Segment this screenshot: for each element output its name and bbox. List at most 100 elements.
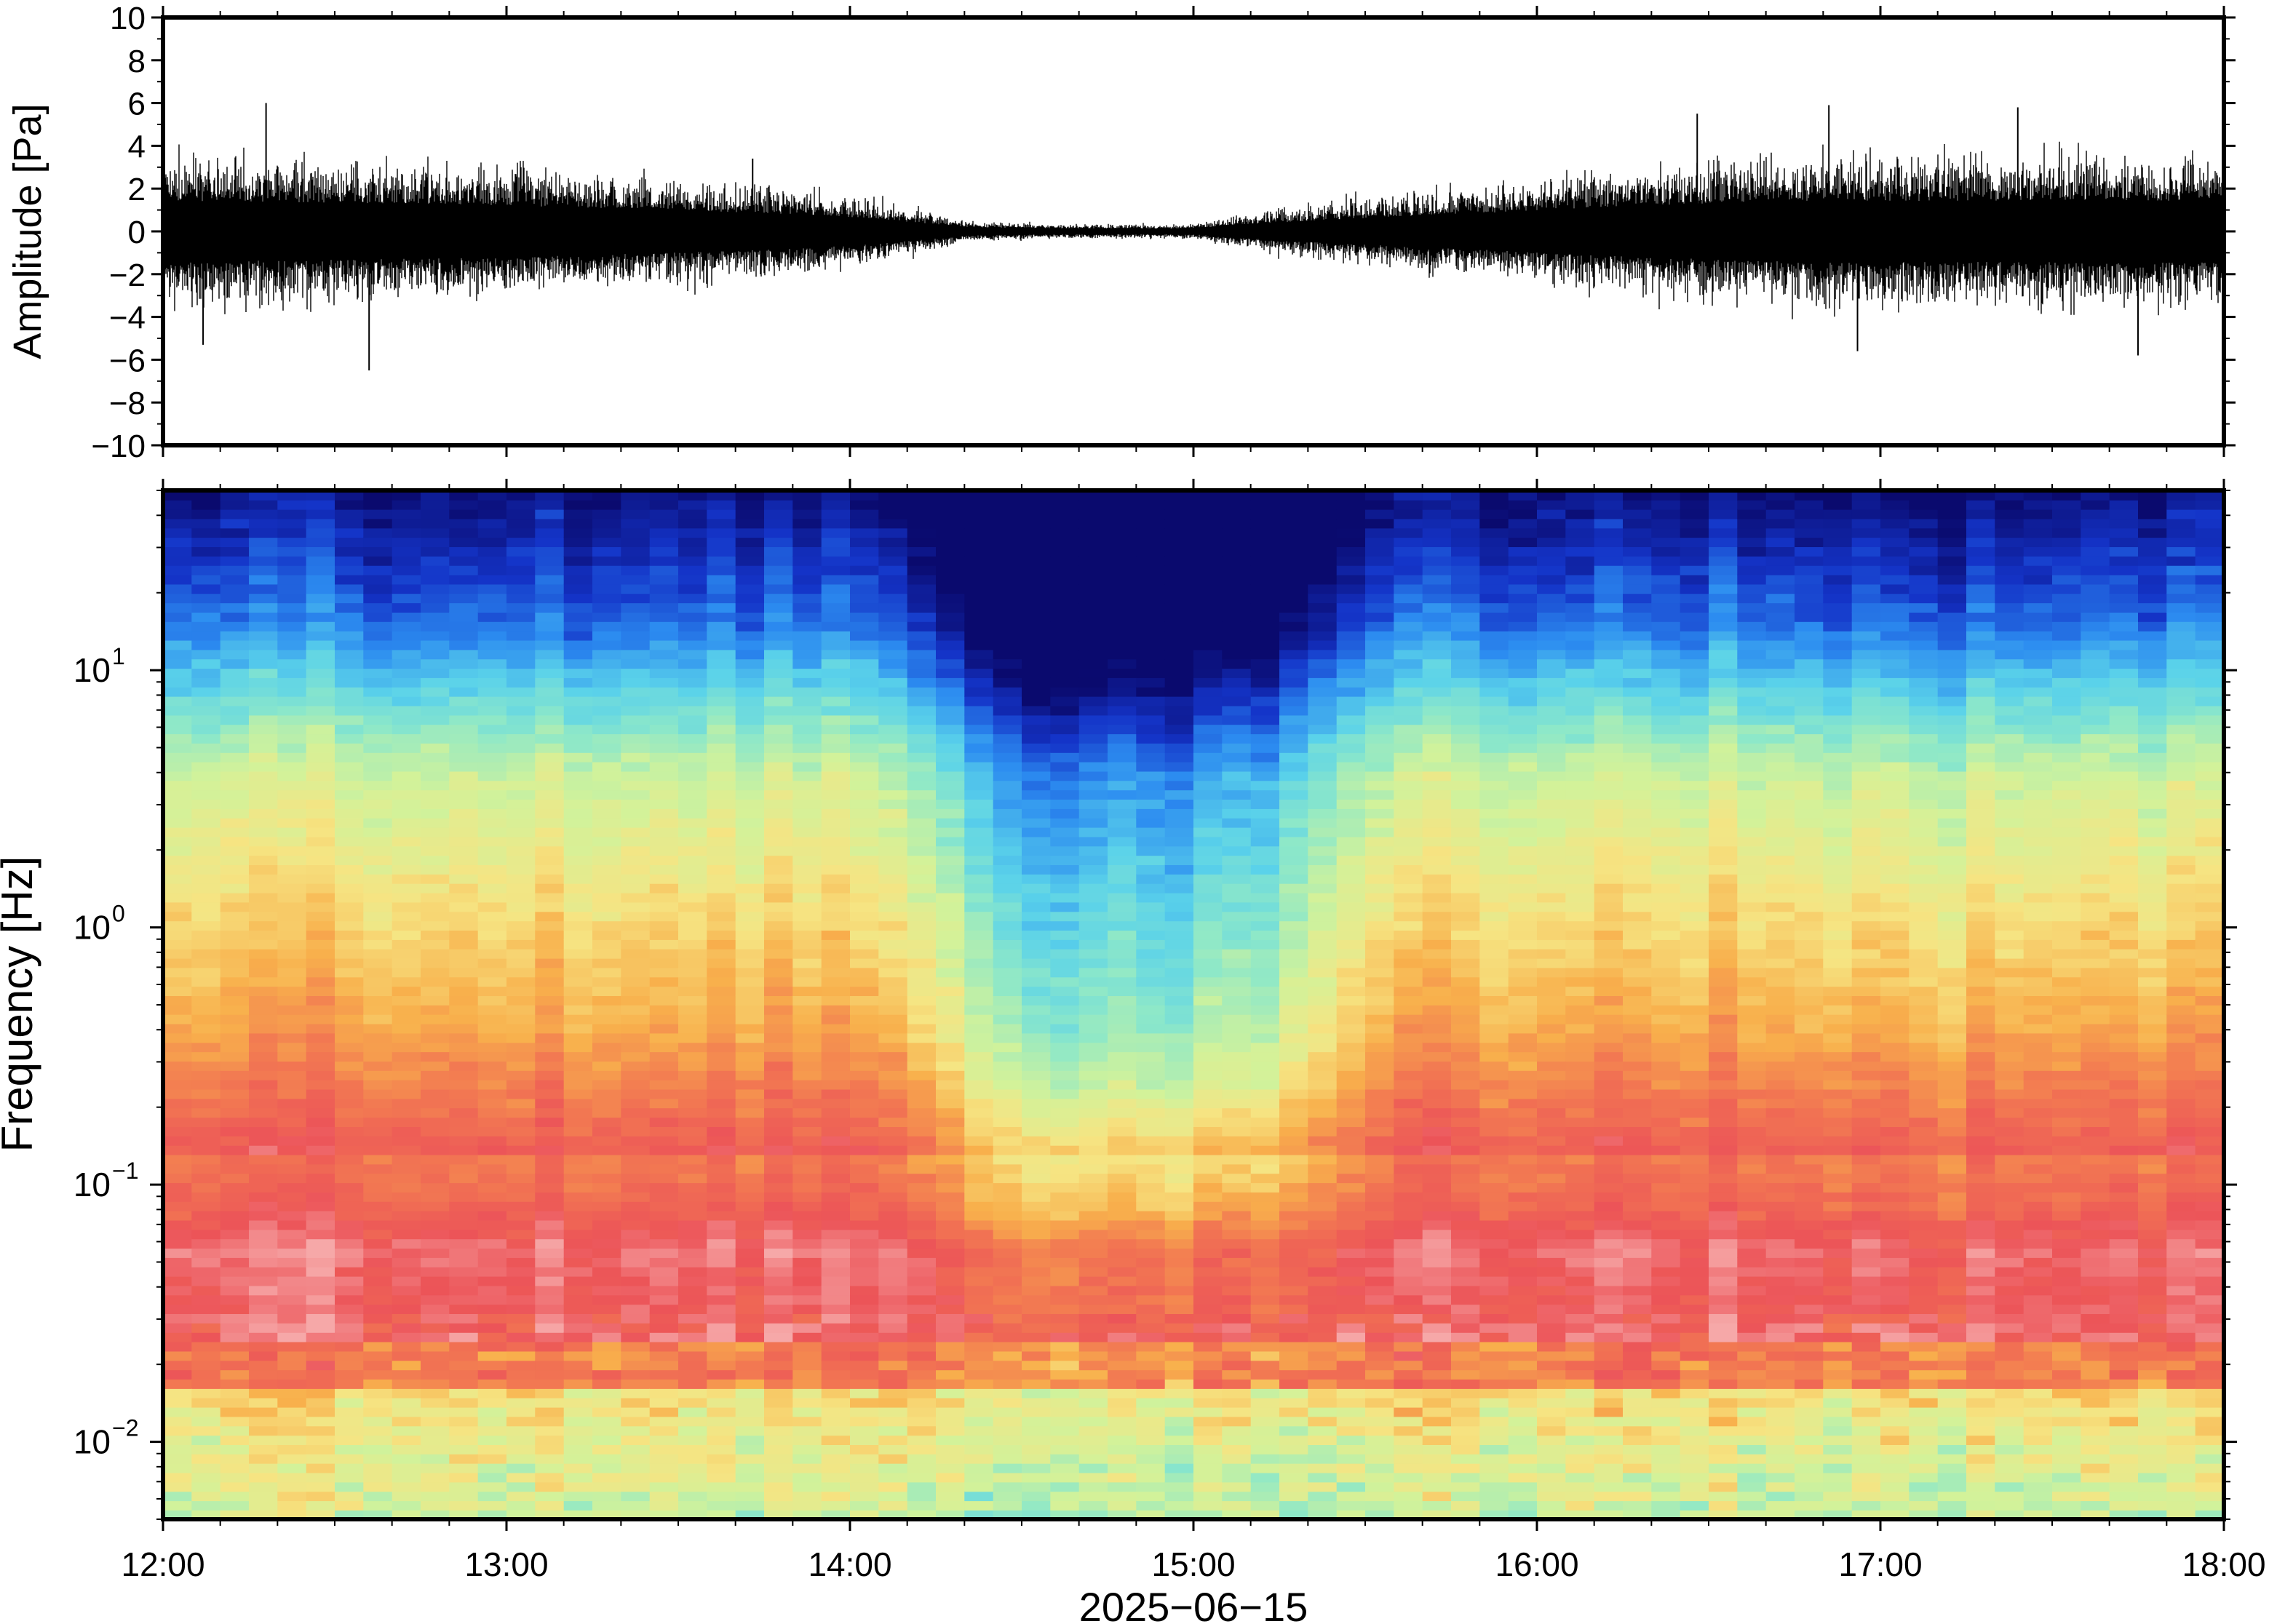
spectrogram-cell <box>1078 1472 1108 1483</box>
spectrogram-cell <box>392 780 421 791</box>
spectrogram-cell <box>821 1173 851 1184</box>
spectrogram-cell <box>477 733 507 744</box>
spectrogram-cell <box>707 1425 736 1436</box>
spectrogram-cell <box>907 827 937 837</box>
spectrogram-cell <box>363 668 393 678</box>
spectrogram-cell <box>191 649 221 660</box>
spectrogram-cell <box>1365 1285 1395 1296</box>
spectrogram-cell <box>1136 995 1166 1006</box>
spectrogram-cell <box>535 1462 565 1473</box>
spectrogram-cell <box>392 1332 421 1342</box>
spectrogram-cell <box>220 817 250 828</box>
spectrogram-cell <box>449 761 479 772</box>
spectrogram-cell <box>1078 640 1108 650</box>
spectrogram-cell <box>563 612 593 622</box>
spectrogram-cell <box>392 1229 421 1240</box>
spectrogram-cell <box>392 1192 421 1202</box>
spectrogram-cell <box>907 1313 937 1324</box>
spectrogram-cell <box>936 1416 966 1427</box>
spectrogram-cell <box>477 1510 507 1519</box>
spectrogram-cell <box>907 1350 937 1361</box>
spectrogram-cell <box>1050 1005 1080 1015</box>
spectrogram-cell <box>964 930 994 940</box>
spectrogram-cell <box>1308 1472 1338 1483</box>
spectrogram-cell <box>249 958 279 968</box>
spectrogram-cell <box>907 584 937 594</box>
spectrogram-cell <box>163 1032 193 1043</box>
spectrogram-cell <box>1136 1042 1166 1053</box>
spectrogram-cell <box>678 1332 708 1342</box>
spectrogram-cell <box>993 771 1022 781</box>
spectrogram-cell <box>306 1360 335 1371</box>
spectrogram-cell <box>735 1229 765 1240</box>
spectrogram-cell <box>1394 1444 1423 1454</box>
spectrogram-cell <box>707 565 736 576</box>
spectrogram-cell <box>477 1107 507 1118</box>
spectrogram-cell <box>1136 658 1166 669</box>
spectrogram-cell <box>335 677 365 688</box>
spectrogram-cell <box>335 1201 365 1211</box>
spectrogram-cell <box>220 1425 250 1436</box>
spectrogram-cell <box>1365 1304 1395 1314</box>
spectrogram-cell <box>1250 1136 1280 1146</box>
spectrogram-cell <box>821 1154 851 1165</box>
spectrogram-cell <box>277 1416 307 1427</box>
spectrogram-cell <box>964 1425 994 1436</box>
spectrogram-cell <box>649 668 679 678</box>
spectrogram-cell <box>649 1229 679 1240</box>
spectrogram-cell <box>1365 1491 1395 1502</box>
spectrogram-cell <box>163 1229 193 1240</box>
spectrogram-cell <box>563 1098 593 1109</box>
spectrogram-cell <box>191 808 221 819</box>
spectrogram-cell <box>506 817 536 828</box>
spectrogram-cell <box>907 939 937 950</box>
spectrogram-cell <box>592 836 622 847</box>
spectrogram-cell <box>506 565 536 576</box>
spectrogram-cell <box>249 1219 279 1230</box>
spectrogram-cell <box>449 1005 479 1015</box>
spectrogram-cell <box>964 658 994 669</box>
spectrogram-cell <box>592 696 622 706</box>
spectrogram-cell <box>936 995 966 1006</box>
spectrogram-cell <box>1279 1500 1309 1510</box>
spectrogram-cell <box>1078 1379 1108 1389</box>
spectrogram-cell <box>764 1369 794 1380</box>
spectrogram-cell <box>1022 1416 1052 1427</box>
spectrogram-cell <box>764 883 794 893</box>
spectrogram-cell <box>792 967 822 978</box>
spectrogram-cell <box>707 649 736 660</box>
spectrogram-cell <box>306 1136 335 1146</box>
spectrogram-cell <box>964 1182 994 1193</box>
spectrogram-cell <box>621 1444 651 1454</box>
spectrogram-cell <box>1308 1182 1338 1193</box>
spectrogram-cell <box>792 1435 822 1445</box>
spectrogram-cell <box>535 930 565 940</box>
spectrogram-cell <box>621 1313 651 1324</box>
spectrogram-cell <box>535 705 565 716</box>
spectrogram-cell <box>563 780 593 791</box>
spectrogram-cell <box>621 780 651 791</box>
spectrogram-cell <box>249 892 279 903</box>
spectrogram-cell <box>735 1379 765 1389</box>
spectrogram-cell <box>1279 1032 1309 1043</box>
spectrogram-cell <box>449 556 479 566</box>
spectrogram-cell <box>1022 499 1052 510</box>
spectrogram-cell <box>678 509 708 520</box>
spectrogram-cell <box>1222 686 1252 697</box>
spectrogram-cell <box>993 901 1022 912</box>
spectrogram-cell <box>764 939 794 950</box>
spectrogram-cell <box>306 780 335 791</box>
spectrogram-cell <box>1336 930 1366 940</box>
spectrogram-cell <box>707 1350 736 1361</box>
spectrogram-cell <box>1222 1126 1252 1137</box>
spectrogram-cell <box>1193 1005 1223 1015</box>
spectrogram-cell <box>764 1341 794 1352</box>
spectrogram-cell <box>506 1491 536 1502</box>
spectrogram-cell <box>678 1032 708 1043</box>
spectrogram-cell <box>821 939 851 950</box>
spectrogram-cell <box>792 1107 822 1118</box>
spectrogram-cell <box>335 1416 365 1427</box>
spectrogram-cell <box>1279 743 1309 753</box>
spectrogram-cell <box>764 967 794 978</box>
spectrogram-cell <box>1108 1285 1137 1296</box>
